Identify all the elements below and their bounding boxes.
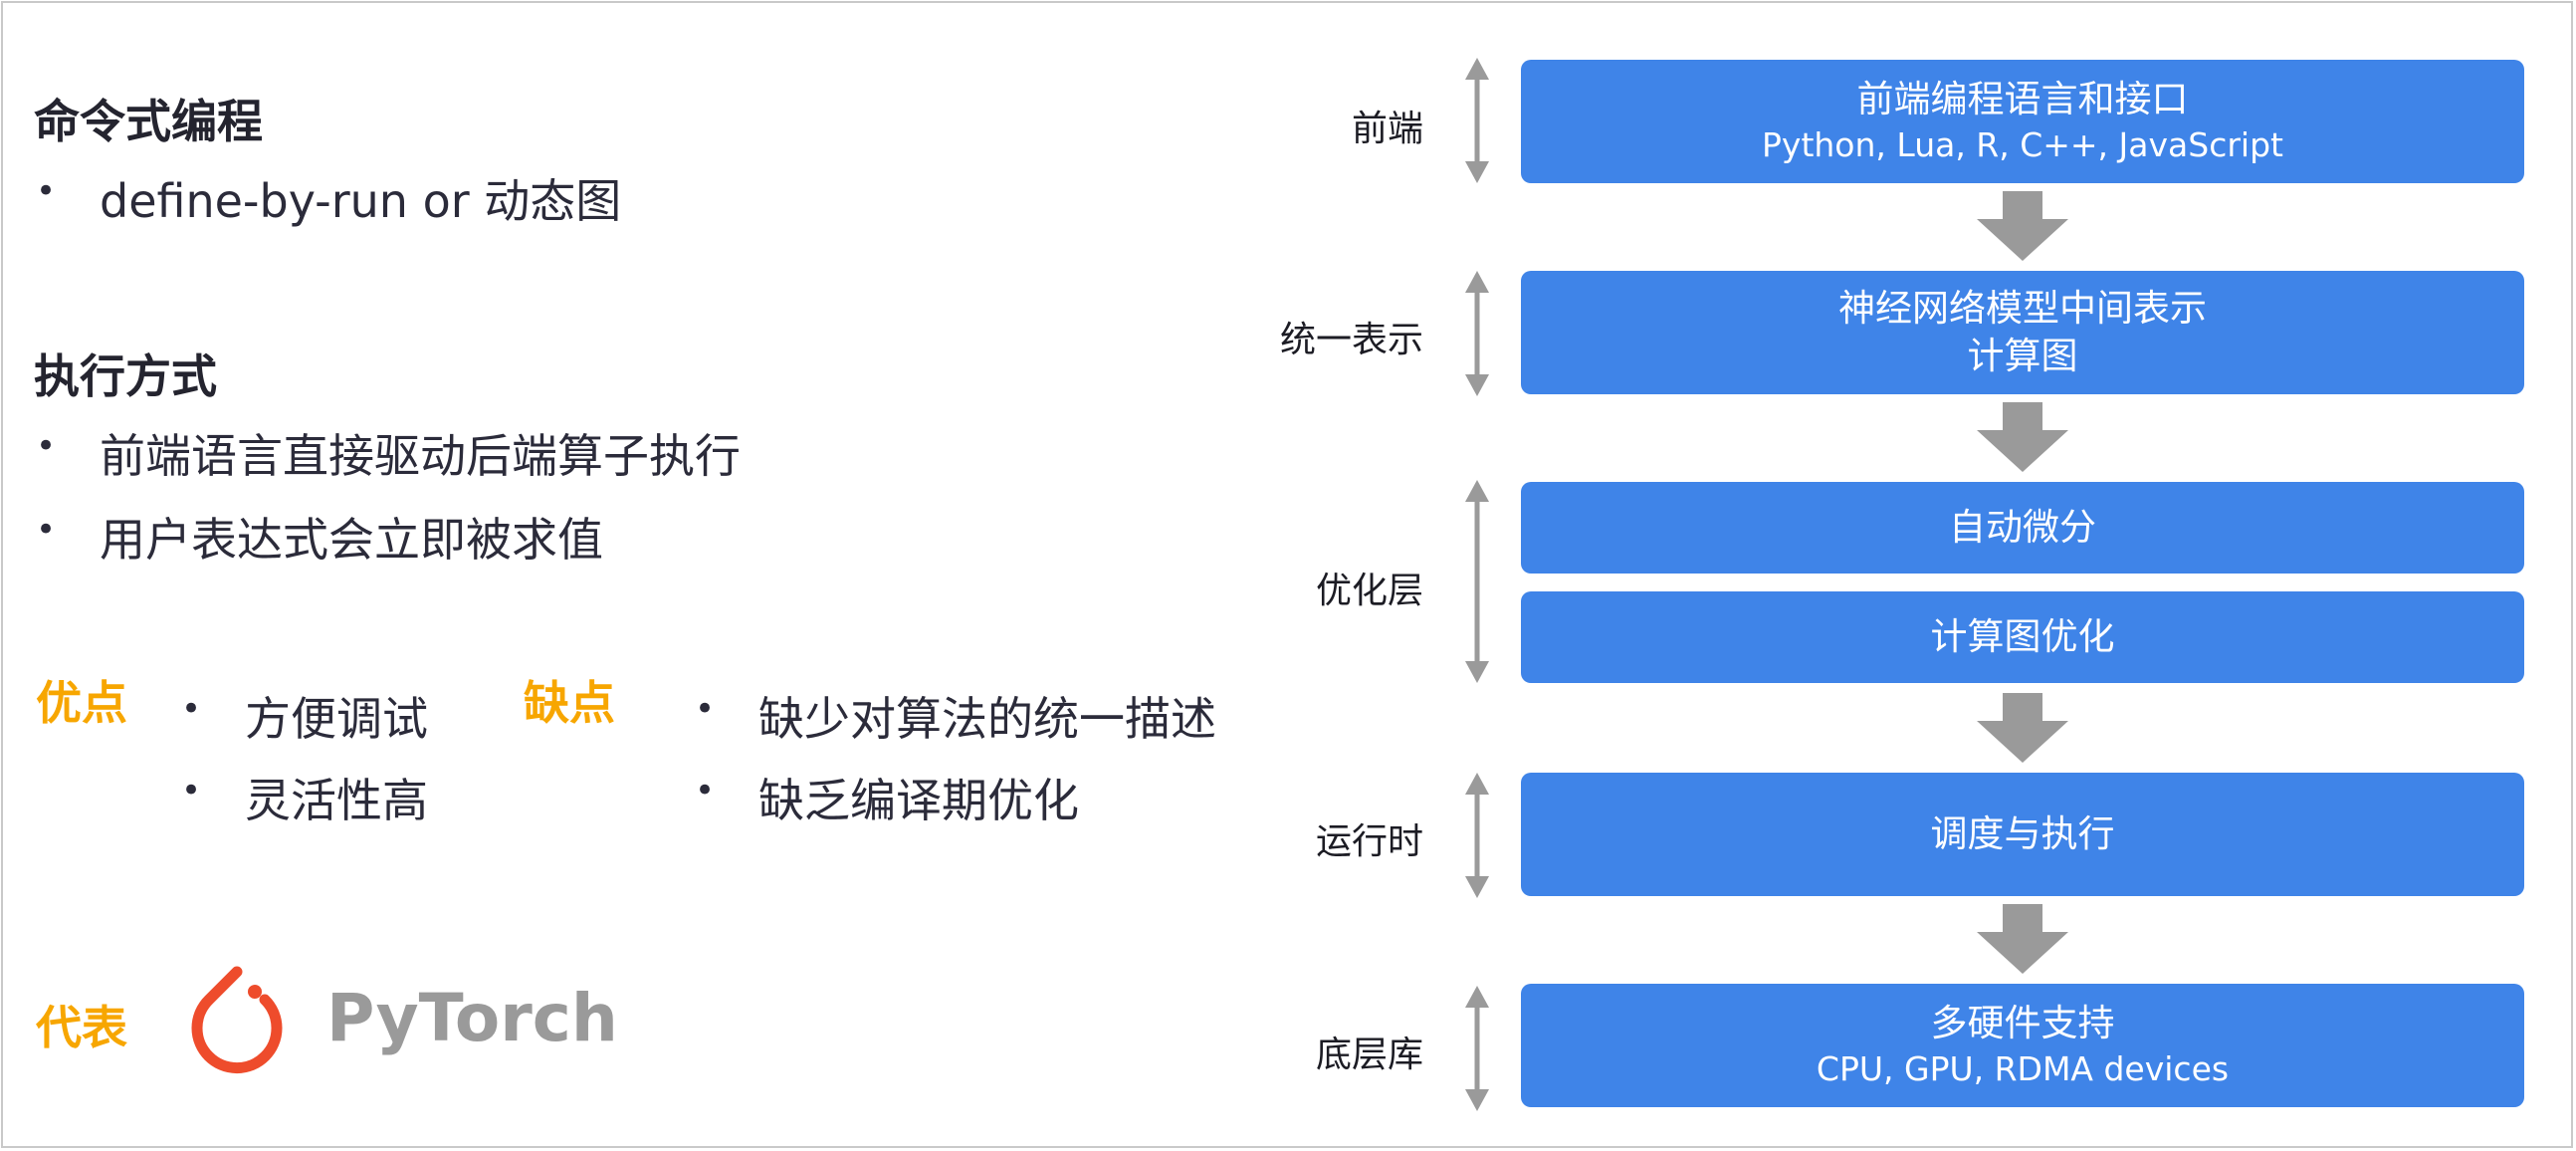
bullet-dot: • [181,689,202,729]
box-graph-optimization: 计算图优化 [1521,591,2524,683]
box-hardware-support: 多硬件支持 CPU, GPU, RDMA devices [1521,984,2524,1107]
cons-label: 缺点 [524,676,615,730]
box-frontend-interface: 前端编程语言和接口 Python, Lua, R, C++, JavaScrip… [1521,60,2524,183]
cons-item-1: 缺少对算法的统一描述 [758,692,1216,746]
pytorch-logo-icon [191,966,283,1074]
double-arrow-icon [1465,480,1489,683]
bullet-dot: • [36,171,57,211]
section2-bullet-2: 用户表达式会立即被求值 [100,513,603,567]
representative-label: 代表 [36,1001,127,1054]
box-subtitle: CPU, GPU, RDMA devices [1816,1049,2230,1088]
bullet-dot: • [36,426,57,466]
down-arrow-icon [1977,402,2068,472]
double-arrow-icon [1465,271,1489,396]
box-title: 神经网络模型中间表示 [1838,287,2207,330]
bullet-dot: • [695,771,716,810]
double-arrow-icon [1465,58,1489,183]
pros-item-2: 灵活性高 [245,774,428,827]
down-arrow-icon [1977,191,2068,261]
down-arrow-icon [1977,904,2068,974]
box-title: 多硬件支持 [1930,1002,2115,1044]
layer-label-lowlevel: 底层库 [1315,1035,1423,1075]
box-subtitle: 计算图 [1967,335,2078,377]
pros-item-1: 方便调试 [245,692,428,746]
box-scheduling-execution: 调度与执行 [1521,773,2524,896]
bullet-dot: • [36,510,57,550]
box-title: 自动微分 [1949,506,2096,549]
section2-bullet-1: 前端语言直接驱动后端算子执行 [100,429,741,483]
layer-label-ir: 统一表示 [1279,320,1423,360]
down-arrow-icon [1977,693,2068,763]
pytorch-wordmark: PyTorch [326,980,618,1056]
layer-label-optimization: 优化层 [1315,571,1423,611]
double-arrow-icon [1465,773,1489,898]
bullet-dot: • [181,771,202,810]
box-subtitle: Python, Lua, R, C++, JavaScript [1762,125,2283,164]
box-title: 计算图优化 [1930,615,2115,658]
box-title: 调度与执行 [1930,812,2115,855]
cons-item-2: 缺乏编译期优化 [758,774,1079,827]
box-title: 前端编程语言和接口 [1856,78,2189,120]
layer-label-runtime: 运行时 [1315,821,1423,862]
section1-bullet-1: define-by-run or 动态图 [100,174,622,228]
layer-label-frontend: 前端 [1351,109,1423,149]
box-autodiff: 自动微分 [1521,482,2524,574]
section2-title: 执行方式 [34,349,217,403]
pros-label: 优点 [36,676,127,730]
section1-title: 命令式编程 [34,95,263,148]
double-arrow-icon [1465,986,1489,1111]
bullet-dot: • [695,689,716,729]
box-intermediate-representation: 神经网络模型中间表示 计算图 [1521,271,2524,394]
